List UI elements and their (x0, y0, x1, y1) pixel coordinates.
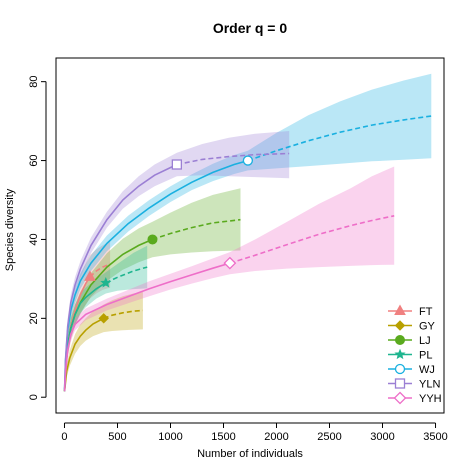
legend-item-wj: WJ (388, 363, 435, 376)
legend-marker (395, 335, 405, 345)
band-yyh (64, 166, 395, 392)
y-axis-label: Species diversity (4, 188, 16, 271)
x-tick-label: 2500 (317, 431, 341, 443)
legend-marker (394, 378, 406, 389)
legend-marker (394, 348, 406, 360)
legend-item-pl: PL (388, 348, 432, 362)
band-yln (64, 131, 290, 390)
x-tick-label: 3500 (423, 431, 447, 443)
axes: 0 500 1000 1500 2000 2500 3000 3500 0 20 40 60 80 (28, 76, 448, 443)
legend: FT GY LJ PL WJ YLN YYH (388, 304, 442, 405)
chart-title: Order q = 0 (213, 20, 288, 36)
observed-point-gy (98, 313, 109, 324)
line-interp-gy (63, 317, 105, 392)
x-tick-label: 3000 (370, 431, 394, 443)
observed-point-pl (100, 276, 112, 288)
y-tick-label: 20 (28, 312, 40, 324)
y-tick-label: 0 (28, 394, 40, 400)
legend-label: LJ (419, 335, 431, 347)
line-extrap-lj (152, 218, 241, 241)
x-tick-label: 0 (61, 431, 67, 443)
line-extrap-yln (176, 152, 290, 166)
x-tick-label: 2000 (264, 431, 288, 443)
line-interp-yyh (63, 262, 231, 392)
legend-label: YYH (419, 393, 442, 405)
confidence-bands (64, 73, 432, 392)
band-lj (64, 188, 241, 392)
x-tick-label: 1500 (211, 431, 235, 443)
legend-marker (394, 363, 406, 375)
legend-item-lj: LJ (388, 335, 431, 347)
legend-marker (393, 391, 407, 405)
legend-label: GY (419, 321, 436, 333)
line-extrap-ft (89, 263, 111, 278)
line-extrap-yyh (229, 215, 395, 264)
legend-item-ft: FT (388, 304, 433, 318)
observed-point-yyh (223, 256, 237, 270)
line-interp-yln (63, 163, 178, 390)
band-ft (64, 241, 111, 392)
plot-frame (55, 57, 445, 414)
series-lines (63, 115, 432, 392)
band-wj (64, 73, 432, 390)
legend-marker (394, 320, 406, 331)
legend-item-gy: GY (388, 320, 436, 333)
observed-point-lj (147, 234, 158, 245)
band-pl (64, 245, 148, 392)
observed-point-wj (242, 155, 254, 166)
line-extrap-wj (247, 115, 432, 162)
legend-marker (394, 304, 406, 315)
y-tick-label: 60 (28, 154, 40, 166)
legend-label: PL (419, 350, 432, 362)
legend-label: FT (419, 306, 433, 318)
band-gy (64, 291, 143, 392)
legend-item-yln: YLN (388, 378, 440, 391)
legend-label: YLN (419, 379, 440, 391)
y-tick-label: 40 (28, 233, 40, 245)
legend-item-yyh: YYH (388, 391, 442, 405)
legend-label: WJ (419, 364, 435, 376)
y-tick-label: 80 (28, 76, 40, 88)
line-extrap-gy (103, 309, 143, 320)
x-tick-label: 1000 (158, 431, 182, 443)
x-axis-label: Number of individuals (197, 448, 303, 460)
observed-point-yln (171, 159, 183, 170)
observed-point-ft (84, 270, 96, 281)
x-tick-label: 500 (108, 431, 126, 443)
observed-markers (84, 155, 254, 324)
